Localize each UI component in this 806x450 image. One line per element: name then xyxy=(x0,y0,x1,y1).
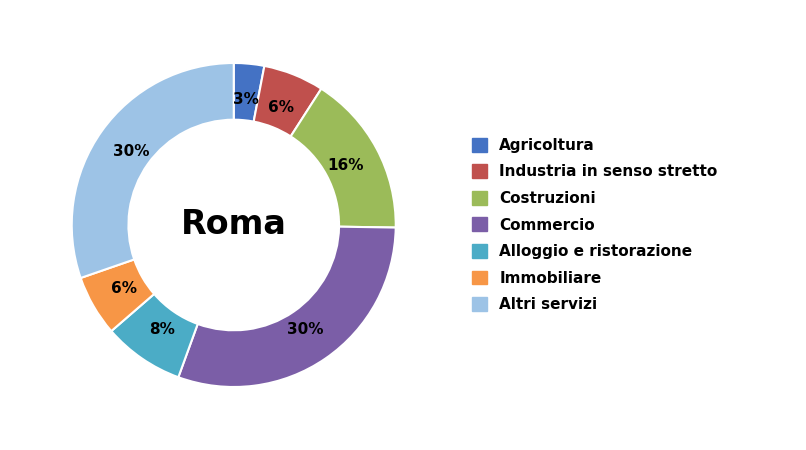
Wedge shape xyxy=(72,63,234,278)
Text: Roma: Roma xyxy=(181,208,287,242)
Wedge shape xyxy=(291,89,396,228)
Text: 16%: 16% xyxy=(327,158,364,173)
Wedge shape xyxy=(111,294,197,377)
Wedge shape xyxy=(81,260,154,331)
Text: 6%: 6% xyxy=(111,281,137,296)
Text: 8%: 8% xyxy=(149,322,175,337)
Wedge shape xyxy=(234,63,264,122)
Text: 30%: 30% xyxy=(113,144,149,159)
Wedge shape xyxy=(254,66,322,136)
Wedge shape xyxy=(178,227,396,387)
Legend: Agricoltura, Industria in senso stretto, Costruzioni, Commercio, Alloggio e rist: Agricoltura, Industria in senso stretto,… xyxy=(464,130,725,320)
Text: 3%: 3% xyxy=(233,92,259,107)
Text: 6%: 6% xyxy=(268,100,293,115)
Text: 30%: 30% xyxy=(287,322,324,337)
